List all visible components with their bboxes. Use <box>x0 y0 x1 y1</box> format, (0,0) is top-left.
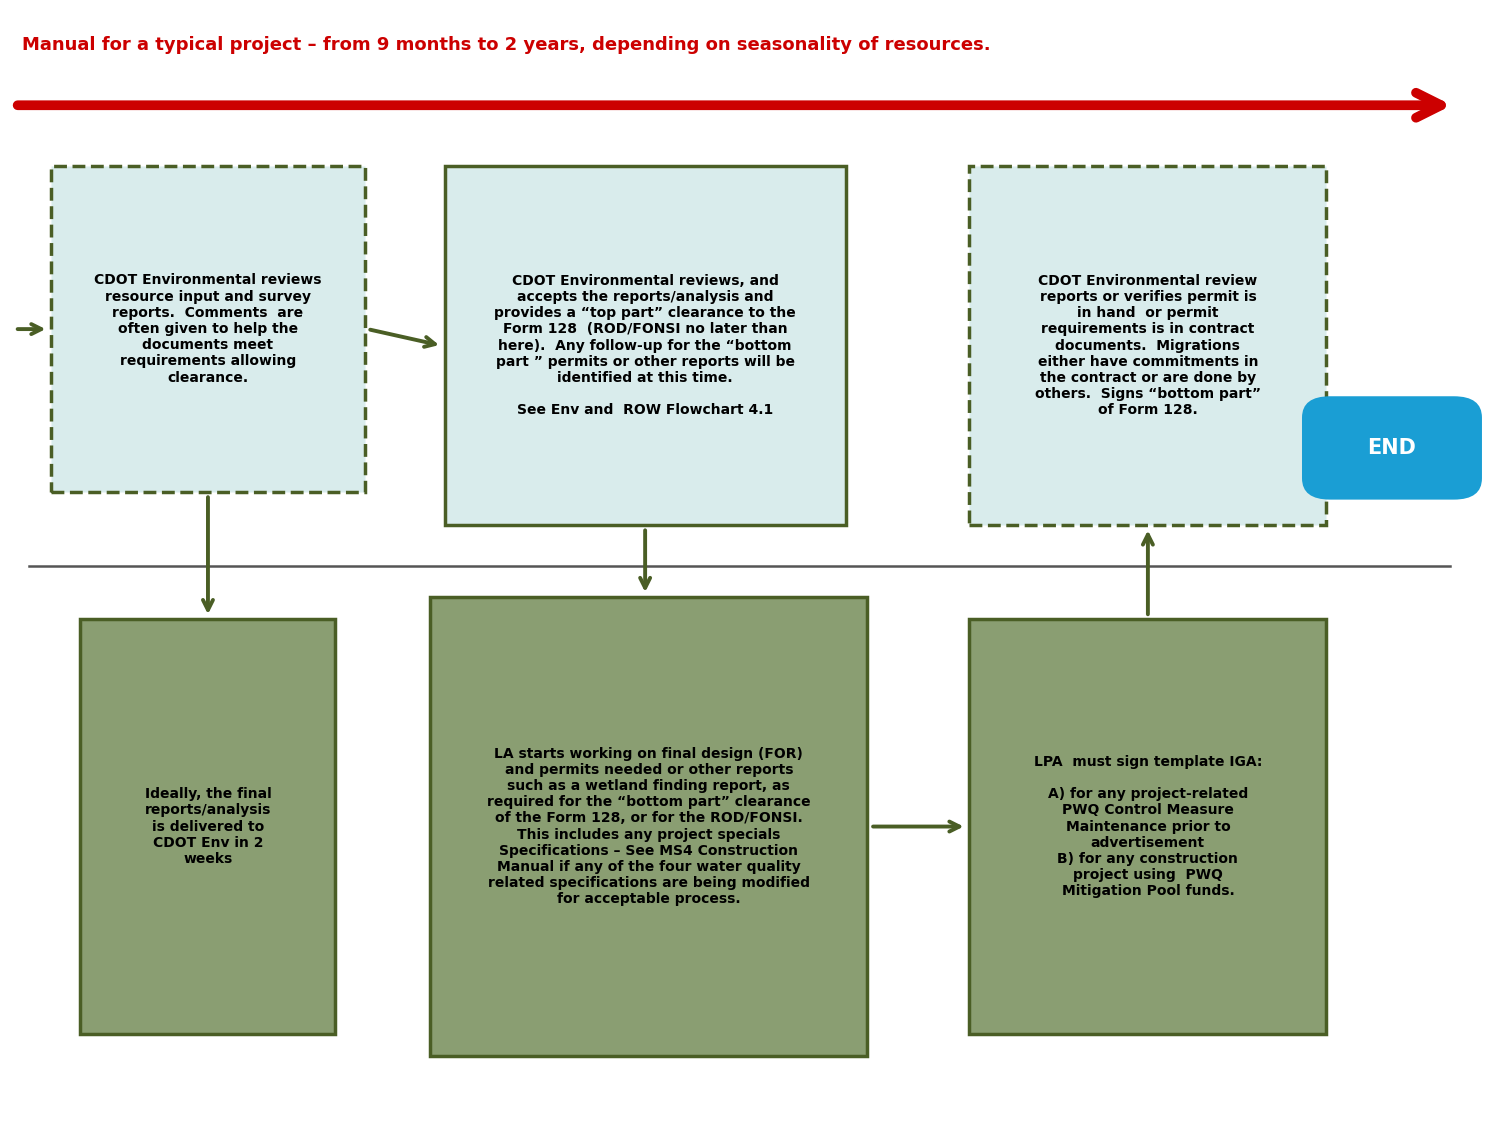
FancyBboxPatch shape <box>970 619 1326 1033</box>
Text: END: END <box>1368 438 1417 458</box>
FancyBboxPatch shape <box>445 166 846 526</box>
FancyBboxPatch shape <box>80 619 336 1033</box>
Text: LPA  must sign template IGA:

A) for any project-related
PWQ Control Measure
Mai: LPA must sign template IGA: A) for any p… <box>1033 755 1262 898</box>
Text: CDOT Environmental review
reports or verifies permit is
in hand  or permit
requi: CDOT Environmental review reports or ver… <box>1035 274 1261 417</box>
FancyBboxPatch shape <box>970 166 1326 526</box>
Text: CDOT Environmental reviews, and
accepts the reports/analysis and
provides a “top: CDOT Environmental reviews, and accepts … <box>494 274 796 417</box>
FancyBboxPatch shape <box>51 166 364 492</box>
FancyBboxPatch shape <box>430 597 867 1056</box>
FancyBboxPatch shape <box>1303 396 1483 500</box>
Text: LA starts working on final design (FOR)
and permits needed or other reports
such: LA starts working on final design (FOR) … <box>486 747 810 907</box>
Text: CDOT Environmental reviews
resource input and survey
reports.  Comments  are
oft: CDOT Environmental reviews resource inpu… <box>94 273 321 385</box>
Text: Manual for a typical project – from 9 months to 2 years, depending on seasonalit: Manual for a typical project – from 9 mo… <box>22 36 990 54</box>
Text: Ideally, the final
reports/analysis
is delivered to
CDOT Env in 2
weeks: Ideally, the final reports/analysis is d… <box>144 787 271 866</box>
